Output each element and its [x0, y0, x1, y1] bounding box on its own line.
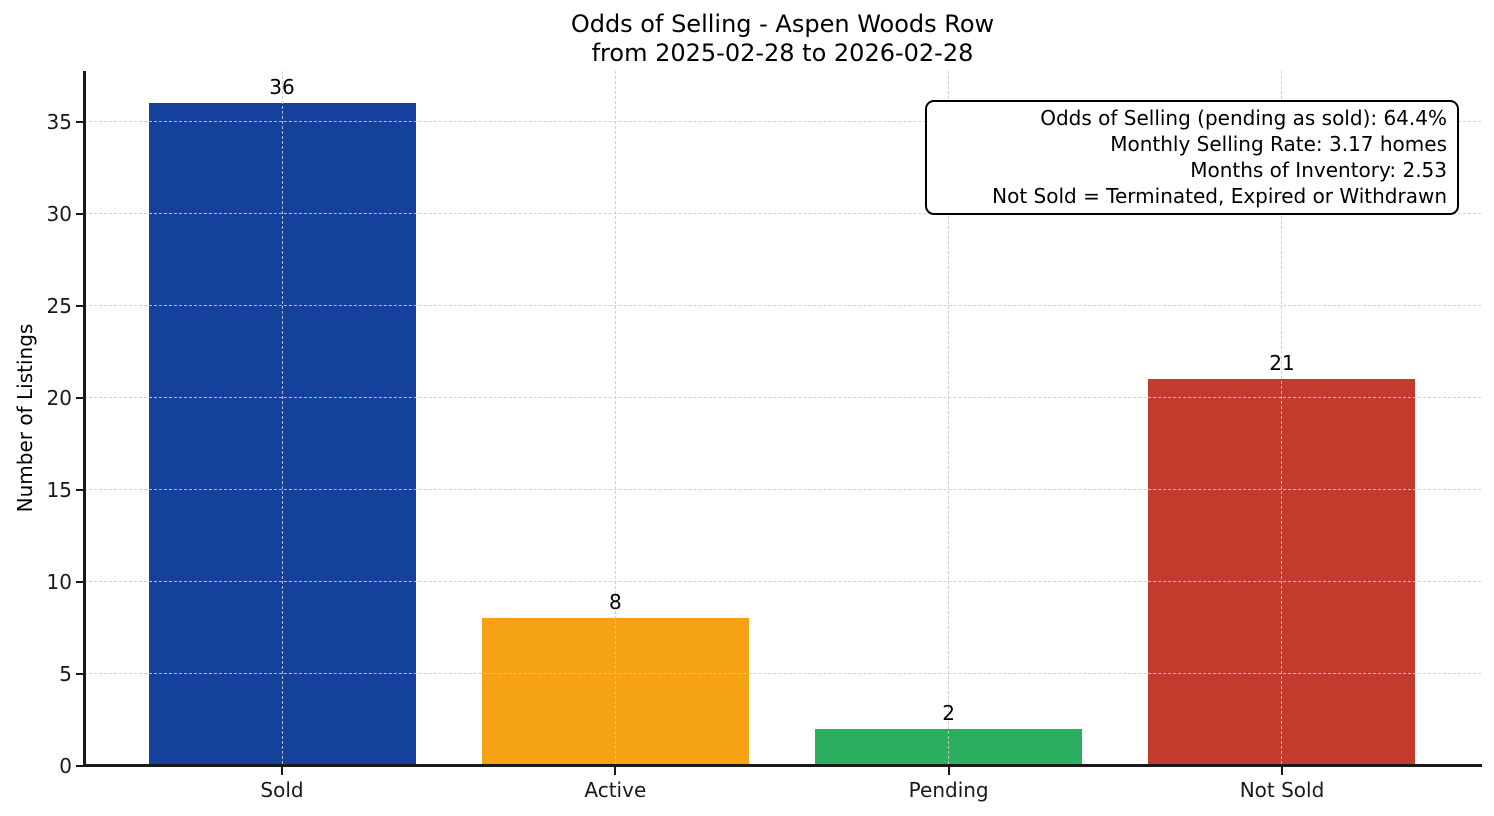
- chart-title-line1: Odds of Selling - Aspen Woods Row: [570, 10, 995, 38]
- x-tick-label: Active: [584, 778, 647, 802]
- grid-line-horizontal: [84, 581, 1481, 582]
- bar-value-label: 8: [608, 590, 622, 615]
- annotation-line: Months of Inventory: 2.53: [1190, 158, 1447, 182]
- grid-line-vertical: [614, 71, 616, 764]
- y-tick-label: 35: [46, 109, 72, 134]
- grid-line-horizontal: [84, 397, 1481, 398]
- stats-annotation-box: Odds of Selling (pending as sold): 64.4%…: [925, 100, 1459, 215]
- grid-line-horizontal: [84, 305, 1481, 306]
- bar-value-label: 21: [1269, 351, 1295, 376]
- y-tick-mark: [76, 672, 84, 675]
- grid-line-horizontal: [84, 213, 1481, 214]
- y-tick-label: 10: [46, 569, 72, 594]
- y-tick-mark: [76, 396, 84, 399]
- grid-line-vertical: [1281, 71, 1283, 764]
- y-tick-label: 25: [46, 293, 72, 318]
- y-tick-mark: [76, 580, 84, 583]
- x-tick-mark: [281, 767, 283, 775]
- y-tick-mark: [76, 764, 84, 767]
- chart-title: Odds of Selling - Aspen Woods Row from 2…: [84, 10, 1481, 68]
- y-tick-label: 30: [46, 201, 72, 226]
- x-tick-mark: [614, 767, 617, 775]
- y-tick-label: 15: [46, 477, 72, 502]
- x-tick-mark: [947, 767, 950, 775]
- y-tick-mark: [76, 488, 84, 491]
- grid-line-vertical: [948, 71, 950, 764]
- y-tick-label: 20: [46, 385, 72, 410]
- y-tick-mark: [76, 304, 84, 307]
- x-tick-label: Not Sold: [1239, 778, 1325, 802]
- x-axis-spine: [83, 764, 1482, 767]
- bar-value-label: 36: [269, 75, 295, 100]
- y-tick-label: 0: [59, 753, 72, 778]
- bar-value-label: 2: [942, 700, 956, 725]
- y-axis-spine: [83, 71, 86, 767]
- grid-line-horizontal: [84, 673, 1481, 674]
- x-tick-mark: [1280, 767, 1283, 775]
- x-tick-label: Sold: [260, 778, 304, 802]
- annotation-line: Monthly Selling Rate: 3.17 homes: [1110, 132, 1447, 156]
- annotation-line: Not Sold = Terminated, Expired or Withdr…: [992, 184, 1447, 208]
- x-tick-label: Pending: [908, 778, 989, 802]
- annotation-line: Odds of Selling (pending as sold): 64.4%: [1040, 106, 1447, 130]
- grid-line-horizontal: [84, 489, 1481, 490]
- y-tick-mark: [76, 120, 84, 123]
- y-tick-mark: [76, 212, 84, 215]
- grid-line-vertical: [281, 71, 283, 764]
- y-tick-label: 5: [59, 661, 72, 686]
- chart-title-line2: from 2025-02-28 to 2026-02-28: [591, 39, 974, 67]
- grid-line-horizontal: [84, 121, 1481, 122]
